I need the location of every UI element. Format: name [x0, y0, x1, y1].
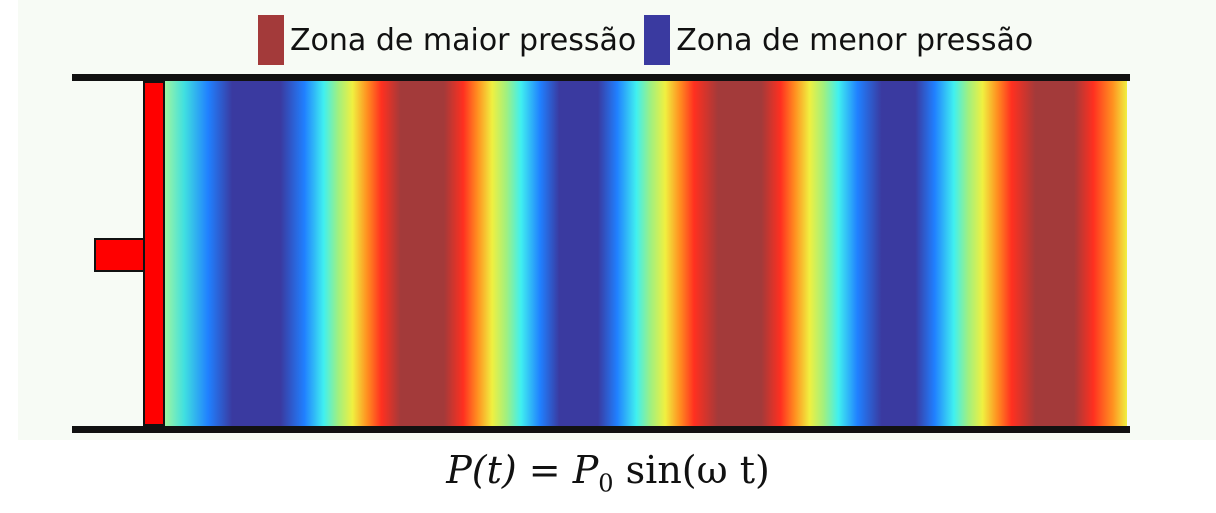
pressure-formula: P(t) = P0 sin(ω t) — [0, 441, 1216, 499]
tube-top-wall — [72, 74, 1130, 81]
piston-rod — [94, 238, 145, 272]
legend: Zona de maior pressão Zona de menor pres… — [258, 14, 1041, 66]
formula-subscript: 0 — [598, 469, 614, 498]
formula-p0: P — [572, 448, 599, 492]
pressure-wave-field — [165, 81, 1127, 426]
piston-plate — [143, 81, 165, 426]
low-pressure-swatch — [644, 15, 671, 65]
legend-item-low-pressure: Zona de menor pressão — [644, 15, 1033, 65]
low-pressure-label: Zona de menor pressão — [676, 22, 1034, 58]
tube-bottom-wall — [72, 426, 1130, 433]
formula-equals: = — [528, 448, 561, 492]
high-pressure-swatch — [258, 15, 284, 65]
high-pressure-label: Zona de maior pressão — [290, 22, 637, 58]
formula-rhs: sin(ω t) — [625, 448, 770, 492]
legend-item-high-pressure: Zona de maior pressão — [258, 15, 636, 65]
pressure-gradient — [165, 81, 1127, 426]
formula-lhs: P(t) — [446, 448, 517, 492]
